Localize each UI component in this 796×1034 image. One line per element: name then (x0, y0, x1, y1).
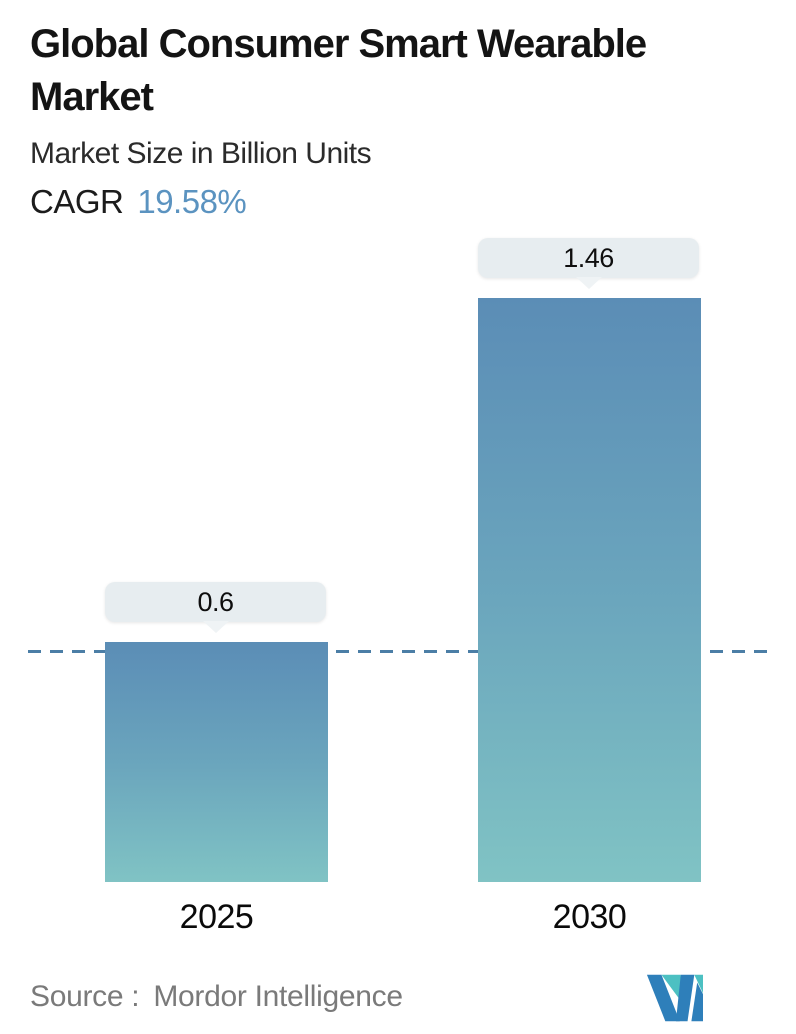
page-title-line-1: Global Consumer Smart Wearable (30, 22, 647, 66)
bar-group-2030: 1.46 2030 (478, 82, 701, 936)
bar-group-2025: 0.6 2025 (105, 82, 328, 936)
source-attribution: Source : Mordor Intelligence (30, 980, 403, 1014)
value-label-2025: 0.6 (197, 586, 234, 617)
value-tooltip-2030: 1.46 (478, 238, 699, 289)
tooltip-pointer-icon (202, 621, 229, 633)
source-value: Mordor Intelligence (153, 980, 403, 1013)
axis-label-2025: 2025 (179, 898, 254, 936)
source-label: Source : (30, 980, 140, 1013)
tooltip-pointer-icon (575, 277, 602, 289)
cagr-value: 19.58% (137, 183, 247, 220)
header: Global Consumer Smart Wearable Market Ma… (30, 18, 770, 221)
value-label-2030: 1.46 (563, 242, 614, 273)
page-title-line-2: Market (30, 75, 154, 119)
chart-subtitle: Market Size in Billion Units (30, 137, 372, 170)
cagr-label: CAGR (30, 183, 124, 220)
axis-label-2030: 2030 (552, 898, 627, 936)
cagr-row: CAGR 19.58% (30, 183, 770, 221)
bar-2030 (478, 298, 701, 882)
mordor-intelligence-logo-icon (645, 974, 703, 1027)
value-tooltip-2025: 0.6 (105, 582, 326, 633)
logo-svg (646, 974, 703, 1022)
bar-2025 (105, 642, 328, 882)
